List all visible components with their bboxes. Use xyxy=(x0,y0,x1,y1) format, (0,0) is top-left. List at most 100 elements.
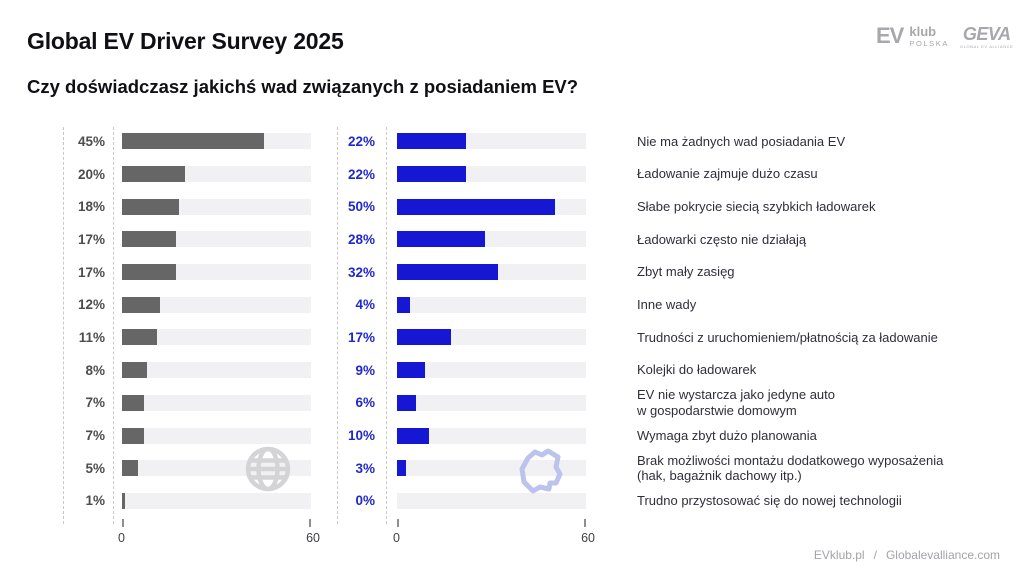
chart-row: 5% 3% Brak możliwości montażu dodatkowego … xyxy=(60,452,1000,485)
globe-watermark-icon xyxy=(245,446,291,492)
poland-percent-label: 50% xyxy=(347,199,375,215)
axis-tick-label-60: 60 xyxy=(306,531,320,546)
poland-percent-label: 32% xyxy=(347,264,375,280)
poland-bar xyxy=(397,296,410,313)
global-bar xyxy=(122,296,160,313)
evklub-logo-klub-text: klub xyxy=(909,23,937,39)
global-bar xyxy=(122,231,176,248)
chart-row: 8% 9% Kolejki do ładowarek xyxy=(60,354,1000,387)
global-percent-label: 18% xyxy=(77,199,105,215)
category-label: Wymaga zbyt dużo planowania xyxy=(637,427,817,443)
chart-row: 11% 17% Trudności z uruchomieniem/płatnośc… xyxy=(60,321,1000,354)
global-percent-label: 7% xyxy=(85,395,105,411)
poland-bar xyxy=(397,166,467,183)
category-label: Kolejki do ładowarek xyxy=(637,362,757,378)
geva-logo-wordmark: GEVA xyxy=(962,24,1011,44)
global-bar-track xyxy=(122,264,311,281)
x-axis: 0 60 0 60 xyxy=(60,519,1000,547)
global-percent-label: 17% xyxy=(77,231,105,247)
poland-bar-track xyxy=(397,394,586,411)
poland-bar-track xyxy=(397,427,586,444)
global-percent-label: 20% xyxy=(77,166,105,182)
chart-row: 12% 4% Inne wady xyxy=(60,288,1000,321)
poland-percent-label: 28% xyxy=(347,231,375,247)
poland-bar-track xyxy=(397,133,586,150)
poland-bar-track xyxy=(397,264,586,281)
category-label: Ładowanie zajmuje dużo czasu xyxy=(637,166,818,182)
global-bar-track xyxy=(122,166,311,183)
global-percent-label: 8% xyxy=(85,362,105,378)
dashed-divider xyxy=(113,127,114,524)
poland-map-watermark-icon xyxy=(519,448,563,494)
geva-logo: GEVA GLOBAL EV ALLIANCE xyxy=(960,25,1013,49)
poland-percent-label: 17% xyxy=(347,329,375,345)
global-bar-track xyxy=(122,362,311,379)
poland-percent-label: 4% xyxy=(355,297,375,313)
global-bar xyxy=(122,394,145,411)
global-bar-track xyxy=(122,231,311,248)
global-bar xyxy=(122,427,145,444)
poland-bar-track xyxy=(397,362,586,379)
axis-tick xyxy=(584,519,586,528)
category-label: EV nie wystarcza jako jedyne auto w gosp… xyxy=(637,387,835,418)
poland-percent-label: 3% xyxy=(355,460,375,476)
poland-bar-track xyxy=(397,166,586,183)
global-bar-track xyxy=(122,296,311,313)
global-bar xyxy=(122,198,179,215)
global-bar xyxy=(122,362,148,379)
global-percent-label: 7% xyxy=(85,428,105,444)
global-percent-label: 1% xyxy=(85,493,105,509)
footer-links: EVklub.pl / Globalevalliance.com xyxy=(814,548,1000,562)
geva-logo-caption: GLOBAL EV ALLIANCE xyxy=(960,44,1014,49)
poland-bar xyxy=(397,264,498,281)
category-label: Słabe pokrycie siecią szybkich ładowarek xyxy=(637,198,876,214)
x-axis-global: 0 60 xyxy=(118,519,320,547)
chart-row: 7% 6% EV nie wystarcza jako jedyne auto w … xyxy=(60,387,1000,420)
global-bar-track xyxy=(122,427,311,444)
category-label: Trudności z uruchomieniem/płatnością za … xyxy=(637,329,938,345)
poland-bar xyxy=(397,231,486,248)
global-percent-label: 5% xyxy=(85,460,105,476)
dashed-divider xyxy=(63,127,64,524)
global-bar xyxy=(122,329,157,346)
poland-percent-label: 9% xyxy=(355,362,375,378)
global-bar-track xyxy=(122,394,311,411)
poland-bar-track xyxy=(397,492,586,509)
chart-row: 45% 22% Nie ma żadnych wad posiadania EV xyxy=(60,125,1000,158)
x-axis-poland: 0 60 xyxy=(393,519,595,547)
poland-percent-label: 6% xyxy=(355,395,375,411)
poland-bar xyxy=(397,394,416,411)
axis-tick-label-0: 0 xyxy=(118,531,125,546)
axis-tick xyxy=(309,519,311,528)
poland-bar-track xyxy=(397,296,586,313)
footer-evklub-url: EVklub.pl xyxy=(813,548,865,562)
poland-bar xyxy=(397,133,467,150)
evklub-logo-polska-text: POLSKA xyxy=(909,38,949,48)
dashed-divider xyxy=(386,127,387,524)
chart-row: 17% 32% Zbyt mały zasięg xyxy=(60,256,1000,289)
poland-percent-label: 22% xyxy=(347,166,375,182)
global-percent-label: 45% xyxy=(77,133,105,149)
footer-separator: / xyxy=(873,548,877,562)
chart-row: 1% 0% Trudno przystosować się do nowej tec… xyxy=(60,485,1000,518)
chart-row: 18% 50% Słabe pokrycie siecią szybkich ład… xyxy=(60,190,1000,223)
global-bar-track xyxy=(122,198,311,215)
category-label: Zbyt mały zasięg xyxy=(637,264,735,280)
global-bar xyxy=(122,133,264,150)
evklub-polska-logo: EV klub POLSKA xyxy=(876,23,949,49)
global-bar-track xyxy=(122,492,311,509)
category-label: Ładowarki często nie działają xyxy=(637,231,807,247)
global-bar-track xyxy=(122,329,311,346)
chart-row: 20% 22% Ładowanie zajmuje dużo czasu xyxy=(60,158,1000,191)
poland-bar-track xyxy=(397,329,586,346)
axis-tick-label-60: 60 xyxy=(581,531,595,546)
poland-bar-track xyxy=(397,198,586,215)
global-percent-label: 11% xyxy=(78,329,105,345)
chart-row: 7% 10% Wymaga zbyt dużo planowania xyxy=(60,419,1000,452)
footer-geva-url: Globalevalliance.com xyxy=(885,548,1000,562)
chart-rows: 45% 22% Nie ma żadnych wad posiadania EV 20… xyxy=(60,125,1000,517)
global-bar xyxy=(122,166,185,183)
global-percent-label: 12% xyxy=(77,297,105,313)
global-bar xyxy=(122,264,176,281)
